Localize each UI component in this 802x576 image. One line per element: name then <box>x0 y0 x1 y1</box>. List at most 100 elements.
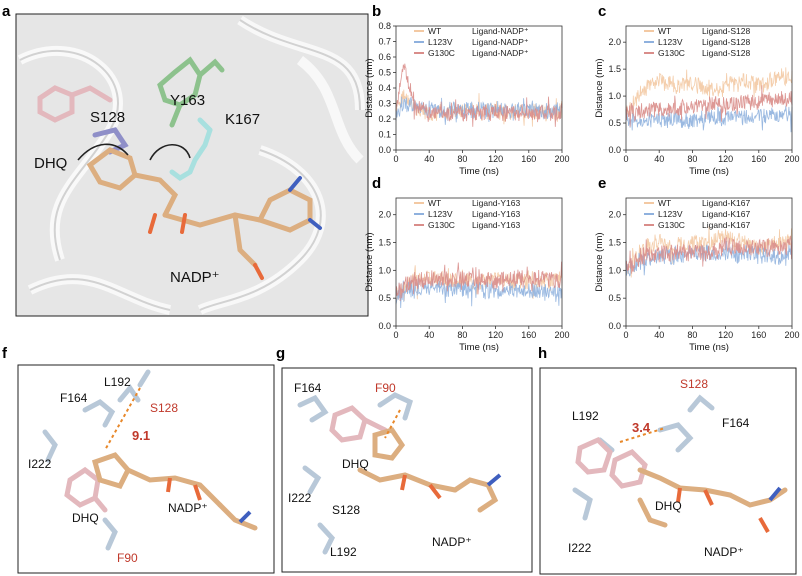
plot-frame <box>395 197 563 327</box>
chart-e: 0 40 80 120 160 200 0.0 0.5 1.0 1.5 2.0 Time (ns) Di… <box>594 197 800 353</box>
panel-label-g: g <box>276 345 285 362</box>
f-label-l192: L192 <box>104 375 131 389</box>
legend-desc: Ligand-K167 <box>702 209 750 219</box>
x-axis-label: Time (ns) <box>689 342 729 353</box>
label-k167: K167 <box>225 111 260 128</box>
label-y163: Y163 <box>170 92 205 109</box>
g-label-dhq: DHQ <box>342 457 369 471</box>
label-dhq: DHQ <box>34 155 67 172</box>
x-tick-label: 160 <box>751 154 766 164</box>
legend-desc: Ligand-NADP⁺ <box>472 48 528 58</box>
y-tick-label: 0.4 <box>378 83 391 93</box>
plot-frame <box>625 197 793 327</box>
chart-d: 0 40 80 120 160 200 0.0 0.5 1.0 1.5 2.0 Time (ns) Di… <box>364 197 570 353</box>
plot-frame <box>625 25 793 151</box>
h-label-f164: F164 <box>722 416 750 430</box>
x-tick-label: 80 <box>687 154 697 164</box>
panel-label-b: b <box>372 3 381 20</box>
legend-desc: Ligand-NADP⁺ <box>472 37 528 47</box>
y-axis-label: Distance (nm) <box>594 232 605 291</box>
f-label-f90: F90 <box>117 551 138 565</box>
series-line-wt <box>625 67 793 119</box>
panel-label-d: d <box>372 175 381 192</box>
h-label-nadp: NADP⁺ <box>704 545 744 559</box>
legend-name: G130C <box>428 48 455 58</box>
g-label-f164: F164 <box>294 381 322 395</box>
legend-name: L123V <box>428 37 453 47</box>
series-line-g130c <box>625 85 793 127</box>
h-label-s128: S128 <box>680 377 708 391</box>
y-axis-label: Distance (nm) <box>594 58 605 117</box>
label-s128: S128 <box>90 109 125 126</box>
y-tick-label: 0.5 <box>608 118 621 128</box>
x-tick-label: 0 <box>393 154 398 164</box>
g-label-s128: S128 <box>332 503 360 517</box>
x-tick-label: 120 <box>488 330 503 340</box>
x-tick-label: 0 <box>623 330 628 340</box>
x-tick-label: 0 <box>623 154 628 164</box>
legend-desc: Ligand-Y163 <box>472 198 520 208</box>
series-line-g130c <box>395 63 563 127</box>
legend-desc: Ligand-S128 <box>702 37 750 47</box>
y-tick-label: 1.0 <box>378 265 391 275</box>
g-label-l192: L192 <box>330 545 357 559</box>
h-label-l192: L192 <box>572 409 599 423</box>
legend-name: G130C <box>428 220 455 230</box>
label-nadp: NADP⁺ <box>170 269 220 286</box>
x-tick-label: 160 <box>521 154 536 164</box>
legend-desc: Ligand-K167 <box>702 220 750 230</box>
x-tick-label: 40 <box>654 330 664 340</box>
y-tick-label: 1.0 <box>608 265 621 275</box>
x-tick-label: 120 <box>718 330 733 340</box>
y-tick-label: 0.2 <box>378 114 391 124</box>
x-tick-label: 120 <box>718 154 733 164</box>
y-tick-label: 0.5 <box>608 293 621 303</box>
legend-name: G130C <box>658 48 685 58</box>
g-label-i222: I222 <box>288 491 312 505</box>
y-tick-label: 1.5 <box>608 64 621 74</box>
y-tick-label: 0.0 <box>608 321 621 331</box>
legend-name: WT <box>428 198 441 208</box>
series-line-g130c <box>625 235 793 274</box>
g-label-f90: F90 <box>375 381 396 395</box>
f-label-dhq: DHQ <box>72 511 99 525</box>
panel-label-e: e <box>598 175 606 192</box>
legend-desc: Ligand-K167 <box>702 198 750 208</box>
y-tick-label: 2.0 <box>378 210 391 220</box>
panel-label-a: a <box>2 3 11 20</box>
f-label-s128: S128 <box>150 401 178 415</box>
x-tick-label: 80 <box>457 154 467 164</box>
series-line-g130c <box>395 261 563 302</box>
panel-g-structure: F164 F90 DHQ I222 S128 L192 NADP⁺ <box>281 367 533 573</box>
x-tick-label: 160 <box>751 330 766 340</box>
f-label-nadp: NADP⁺ <box>168 501 208 515</box>
x-tick-label: 200 <box>554 154 569 164</box>
h-label-i222: I222 <box>568 541 592 555</box>
y-axis-label: Distance (nm) <box>364 58 375 117</box>
x-tick-label: 200 <box>784 154 799 164</box>
legend-name: L123V <box>658 209 683 219</box>
y-tick-label: 0.6 <box>378 52 391 62</box>
legend-name: WT <box>658 198 671 208</box>
x-axis-label: Time (ns) <box>459 342 499 353</box>
f-label-f164: F164 <box>60 391 88 405</box>
y-tick-label: 0.3 <box>378 99 391 109</box>
legend-name: G130C <box>658 220 685 230</box>
legend-desc: Ligand-Y163 <box>472 209 520 219</box>
panel-f-structure: F164 L192 S128 I222 DHQ F90 NADP⁺ 9.1 <box>17 364 275 574</box>
h-distance: 3.4 <box>632 420 651 435</box>
x-tick-label: 40 <box>424 330 434 340</box>
y-tick-label: 0.1 <box>378 130 391 140</box>
x-tick-label: 200 <box>554 330 569 340</box>
legend-name: WT <box>428 26 441 36</box>
y-tick-label: 0.0 <box>378 321 391 331</box>
y-tick-label: 0.8 <box>378 21 391 31</box>
y-axis-label: Distance (nm) <box>364 232 375 291</box>
series-line-l123v <box>625 240 793 277</box>
y-tick-label: 2.0 <box>608 210 621 220</box>
chart-c: 0 40 80 120 160 200 0.0 0.5 1.0 1.5 2.0 Time (ns) Di… <box>594 25 800 177</box>
x-tick-label: 0 <box>393 330 398 340</box>
x-tick-label: 160 <box>521 330 536 340</box>
panel-label-h: h <box>538 345 547 362</box>
